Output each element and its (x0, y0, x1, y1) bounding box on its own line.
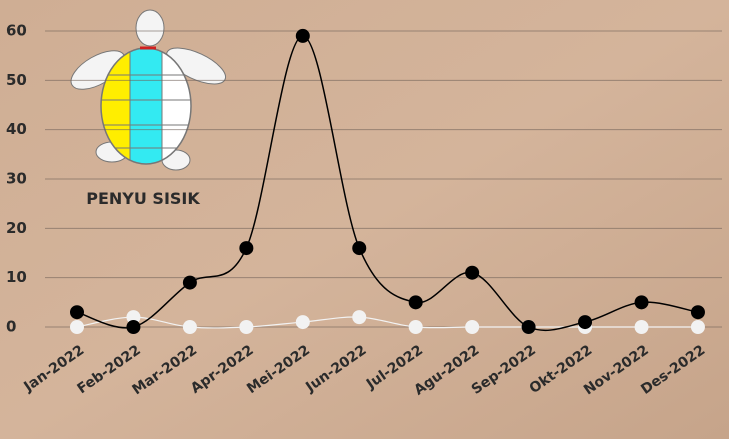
point (70, 305, 84, 320)
point (634, 295, 649, 310)
point (239, 320, 254, 334)
point (465, 320, 480, 334)
point (408, 295, 423, 310)
y-tick-label: 20 (6, 219, 27, 237)
y-tick-label: 10 (6, 268, 27, 286)
point (70, 320, 84, 334)
point (352, 310, 367, 325)
point (634, 320, 649, 334)
point (295, 28, 310, 43)
point (690, 320, 705, 334)
annotation: PENYU SISIK (86, 189, 200, 208)
point (690, 305, 705, 320)
y-tick-label: 0 (6, 318, 16, 336)
point (239, 241, 254, 256)
point (465, 265, 480, 280)
y-tick-label: 30 (6, 170, 27, 188)
point (352, 241, 367, 256)
point (126, 320, 141, 334)
point (578, 315, 593, 330)
point (182, 320, 197, 334)
point (126, 310, 141, 325)
y-tick-label: 60 (6, 22, 27, 40)
point (408, 320, 423, 334)
turtle-illustration (70, 9, 227, 171)
y-tick-label: 50 (6, 71, 27, 89)
point (521, 320, 536, 334)
y-tick-label: 40 (6, 120, 27, 138)
point (295, 315, 310, 330)
point (182, 275, 197, 290)
